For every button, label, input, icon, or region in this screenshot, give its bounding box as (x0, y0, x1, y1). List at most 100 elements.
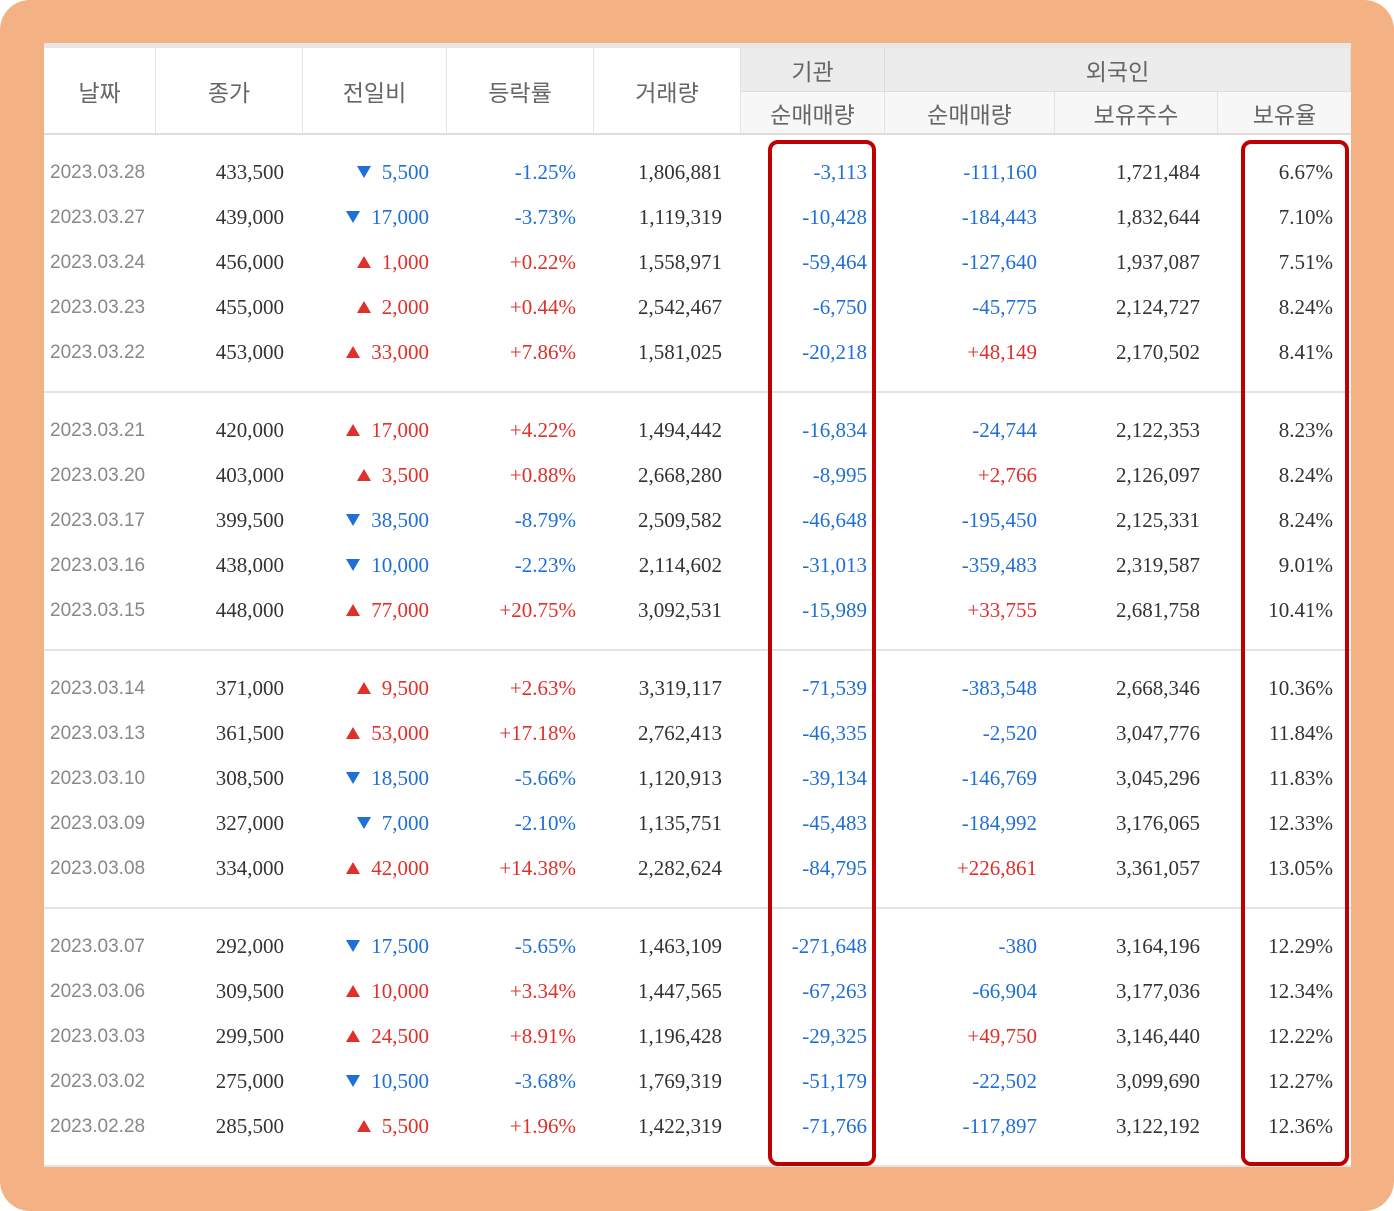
diff-cell: 17,000 (324, 195, 429, 240)
table-row[interactable]: 2023.03.17 399,500 38,500 -8.79% 2,509,582 -4… (44, 498, 1351, 543)
date-cell: 2023.03.08 (50, 858, 146, 879)
foreign-net-cell: -146,769 (961, 766, 1037, 790)
table-row[interactable]: 2023.03.14 371,000 9,500 +2.63% 3,319,117 -71… (44, 666, 1351, 711)
diff-value: 9,500 (381, 676, 429, 700)
date-cell: 2023.03.03 (50, 1026, 146, 1047)
table-row[interactable]: 2023.03.23 455,000 2,000 +0.44% 2,542,467 -6,… (44, 285, 1351, 330)
close-cell: 403,000 (215, 463, 284, 487)
volume-cell: 1,422,319 (638, 1114, 722, 1138)
table-row[interactable]: 2023.03.28 433,500 5,500 -1.25% 1,806,881 -3,… (44, 150, 1351, 195)
table-row[interactable]: 2023.03.16 438,000 10,000 -2.23% 2,114,602 -3… (44, 543, 1351, 588)
header-institution-net[interactable]: 순매매량 (741, 91, 885, 134)
institution-net-cell: -8,995 (812, 463, 867, 487)
header-volume[interactable]: 거래량 (594, 48, 741, 134)
triangle-down-icon (346, 211, 361, 224)
triangle-up-icon (346, 862, 361, 875)
triangle-up-icon (356, 301, 371, 314)
table-row[interactable]: 2023.03.22 453,000 33,000 +7.86% 1,581,025 -2… (44, 330, 1351, 375)
foreign-ratio-cell: 12.33% (1268, 811, 1333, 835)
foreign-holdings-cell: 1,937,087 (1116, 250, 1200, 274)
triangle-up-icon (356, 682, 371, 695)
header-foreign-net[interactable]: 순매매량 (885, 91, 1055, 134)
table-row[interactable]: 2023.03.07 292,000 17,500 -5.65% 1,463,109 -2… (44, 924, 1351, 969)
volume-cell: 1,135,751 (638, 811, 722, 835)
volume-cell: 2,114,602 (638, 553, 722, 577)
foreign-net-cell: -24,744 (972, 418, 1037, 442)
rate-cell: +7.86% (509, 340, 576, 364)
date-cell: 2023.03.20 (50, 465, 146, 486)
table-body: 2023.03.28 433,500 5,500 -1.25% 1,806,881 -3,… (44, 135, 1351, 1167)
rate-cell: -2.10% (514, 811, 576, 835)
institution-net-cell: -29,325 (802, 1024, 867, 1048)
foreign-net-cell: -66,904 (972, 979, 1037, 1003)
table-row[interactable]: 2023.03.10 308,500 18,500 -5.66% 1,120,913 -3… (44, 756, 1351, 801)
table-row[interactable]: 2023.03.27 439,000 17,000 -3.73% 1,119,319 -1… (44, 195, 1351, 240)
institution-net-cell: -51,179 (802, 1069, 867, 1093)
triangle-up-icon (356, 469, 371, 482)
close-cell: 448,000 (215, 598, 284, 622)
diff-value: 42,000 (371, 856, 429, 880)
table-row[interactable]: 2023.03.13 361,500 53,000 +17.18% 2,762,413 -… (44, 711, 1351, 756)
foreign-ratio-cell: 12.36% (1268, 1114, 1333, 1138)
institution-net-cell: -271,648 (791, 934, 867, 958)
volume-cell: 2,282,624 (638, 856, 722, 880)
institution-net-cell: -39,134 (802, 766, 867, 790)
foreign-holdings-cell: 2,126,097 (1116, 463, 1200, 487)
close-cell: 292,000 (215, 934, 284, 958)
table-row[interactable]: 2023.03.08 334,000 42,000 +14.38% 2,282,624 -… (44, 846, 1351, 891)
diff-cell: 1,000 (324, 240, 429, 285)
rate-cell: +0.88% (509, 463, 576, 487)
foreign-holdings-cell: 3,146,440 (1116, 1024, 1200, 1048)
foreign-ratio-cell: 9.01% (1278, 553, 1333, 577)
foreign-ratio-cell: 10.36% (1268, 676, 1333, 700)
rate-cell: -2.23% (514, 553, 576, 577)
foreign-holdings-cell: 3,099,690 (1116, 1069, 1200, 1093)
diff-value: 17,000 (371, 205, 429, 229)
header-diff[interactable]: 전일비 (303, 48, 447, 134)
header-foreign-holdings[interactable]: 보유주수 (1055, 91, 1218, 134)
table-row[interactable]: 2023.02.28 285,500 5,500 +1.96% 1,422,319 -71… (44, 1104, 1351, 1149)
diff-cell: 38,500 (324, 498, 429, 543)
header-date[interactable]: 날짜 (44, 48, 156, 134)
row-group: 2023.03.21 420,000 17,000 +4.22% 1,494,442 -1… (44, 393, 1351, 651)
date-cell: 2023.02.28 (50, 1116, 146, 1137)
foreign-holdings-cell: 2,668,346 (1116, 676, 1200, 700)
table-row[interactable]: 2023.03.15 448,000 77,000 +20.75% 3,092,531 -… (44, 588, 1351, 633)
foreign-holdings-cell: 3,047,776 (1116, 721, 1200, 745)
volume-cell: 1,119,319 (638, 205, 722, 229)
row-group: 2023.03.14 371,000 9,500 +2.63% 3,319,117 -71… (44, 651, 1351, 909)
diff-cell: 10,000 (324, 969, 429, 1014)
date-cell: 2023.03.27 (50, 207, 146, 228)
close-cell: 420,000 (215, 418, 284, 442)
rate-cell: +20.75% (499, 598, 576, 622)
header-foreign-ratio[interactable]: 보유율 (1218, 91, 1351, 134)
rate-cell: -8.79% (514, 508, 576, 532)
table-row[interactable]: 2023.03.24 456,000 1,000 +0.22% 1,558,971 -59… (44, 240, 1351, 285)
triangle-down-icon (356, 817, 371, 830)
diff-value: 38,500 (371, 508, 429, 532)
table-row[interactable]: 2023.03.03 299,500 24,500 +8.91% 1,196,428 -2… (44, 1014, 1351, 1059)
header-close[interactable]: 종가 (156, 48, 303, 134)
foreign-ratio-cell: 8.24% (1278, 508, 1333, 532)
diff-value: 10,500 (371, 1069, 429, 1093)
foreign-holdings-cell: 2,125,331 (1116, 508, 1200, 532)
table-row[interactable]: 2023.03.06 309,500 10,000 +3.34% 1,447,565 -6… (44, 969, 1351, 1014)
header-rate[interactable]: 등락률 (447, 48, 594, 134)
foreign-net-cell: +48,149 (967, 340, 1037, 364)
date-cell: 2023.03.17 (50, 510, 146, 531)
table-row[interactable]: 2023.03.20 403,000 3,500 +0.88% 2,668,280 -8,… (44, 453, 1351, 498)
volume-cell: 2,668,280 (638, 463, 722, 487)
table-row[interactable]: 2023.03.09 327,000 7,000 -2.10% 1,135,751 -45… (44, 801, 1351, 846)
triangle-down-icon (346, 1075, 361, 1088)
close-cell: 361,500 (215, 721, 284, 745)
close-cell: 371,000 (215, 676, 284, 700)
table-row[interactable]: 2023.03.21 420,000 17,000 +4.22% 1,494,442 -1… (44, 408, 1351, 453)
diff-value: 53,000 (371, 721, 429, 745)
institution-net-cell: -46,648 (802, 508, 867, 532)
date-cell: 2023.03.21 (50, 420, 146, 441)
volume-cell: 1,463,109 (638, 934, 722, 958)
foreign-holdings-cell: 2,319,587 (1116, 553, 1200, 577)
triangle-up-icon (346, 346, 361, 359)
rate-cell: +17.18% (499, 721, 576, 745)
table-row[interactable]: 2023.03.02 275,000 10,500 -3.68% 1,769,319 -5… (44, 1059, 1351, 1104)
